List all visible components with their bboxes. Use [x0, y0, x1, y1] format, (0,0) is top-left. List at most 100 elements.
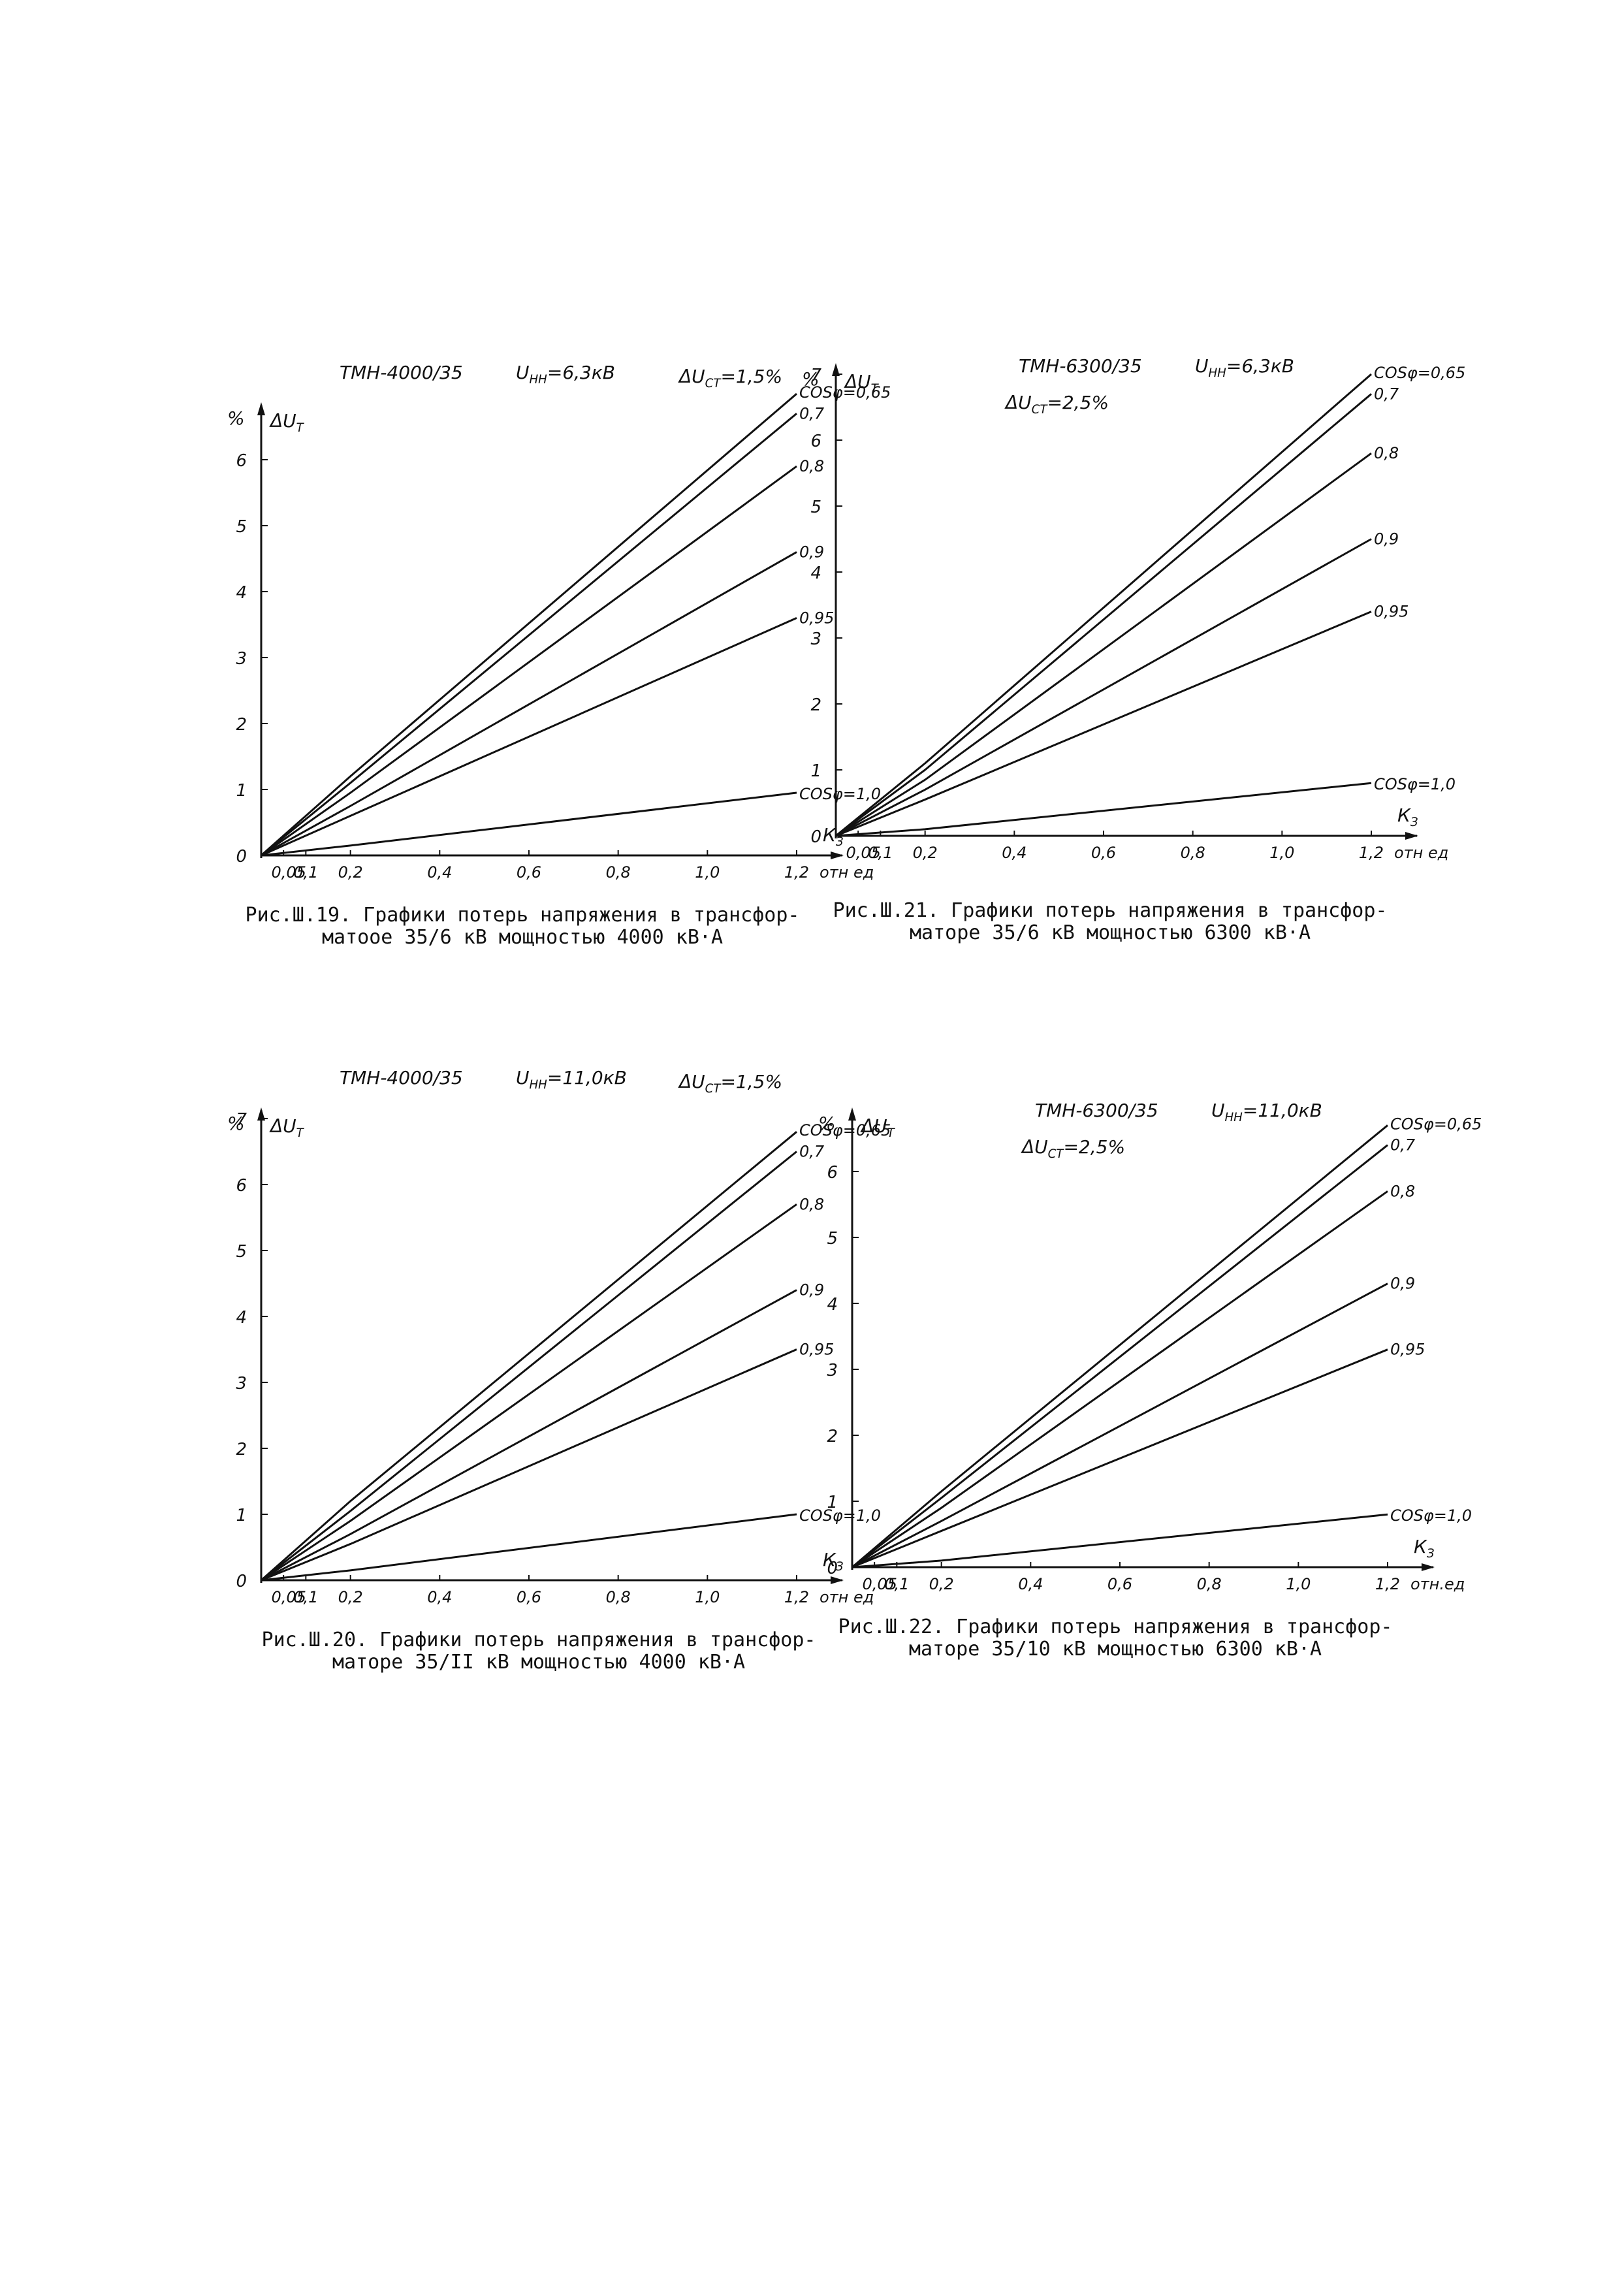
x-unit-label: отн ед [1394, 844, 1448, 862]
u-st-label: ΔUСТ=1,5% [678, 366, 782, 390]
caption-line: Рис.Ш.20. Графики потерь напряжения в тр… [261, 1629, 816, 1651]
y-tick-label: 7 [810, 366, 821, 385]
y-tick-label: 1 [236, 781, 247, 801]
caption-fig-21: Рис.Ш.21. Графики потерь напряжения в тр… [823, 900, 1397, 944]
series-end-label: 0,95 [1390, 1341, 1425, 1359]
y-tick-label: 5 [236, 517, 247, 537]
x-axis-label: КЗ [1414, 1536, 1435, 1561]
x-tick-label: 0,2 [929, 1575, 954, 1593]
caption-line: маторе 35/10 кВ мощностью 6300 кВ·А [908, 1638, 1322, 1661]
series-end-label: COSφ=1,0 [1390, 1506, 1472, 1525]
x-tick-label: 0,2 [338, 1588, 363, 1606]
series-end-label: COSφ=0,65 [1390, 1115, 1482, 1133]
series-end-label: COSφ=0,65 [799, 1121, 891, 1139]
series-line [261, 791, 797, 857]
y-tick-label: 2 [236, 715, 247, 735]
y-tick-label: 4 [236, 583, 247, 603]
chart-title: ТМН-6300/35 [1035, 1100, 1158, 1121]
y-unit-label: % [802, 368, 820, 390]
series-line [261, 392, 797, 857]
caption-fig-19: Рис.Ш.19. Графики потерь напряжения в тр… [235, 904, 810, 949]
y-tick-label: 4 [810, 564, 821, 583]
x-tick-label: 1,2 [784, 1588, 809, 1606]
caption-line: маторе 35/6 кВ мощностью 6300 кВ·А [909, 921, 1311, 944]
x-tick-label: 0,05 [271, 1588, 306, 1606]
x-unit-label: отн.ед [1410, 1575, 1465, 1593]
y-tick-label: 3 [810, 629, 821, 649]
series-line [261, 617, 797, 857]
y-axis-arrow [257, 402, 265, 415]
y-axis-label: ΔUТ [269, 410, 305, 435]
y-tick-label: 5 [827, 1229, 838, 1249]
x-unit-label: отн ед [820, 863, 874, 882]
y-tick-label: 7 [236, 1110, 247, 1130]
y-tick-label: 4 [236, 1308, 247, 1328]
x-tick-label: 1,2 [784, 863, 809, 882]
y-tick-label: 0 [236, 847, 247, 867]
series-end-label: 0,95 [799, 609, 834, 627]
x-tick-label: 0,8 [1181, 844, 1205, 862]
series-end-label: 0,8 [799, 457, 824, 475]
caption-fig-22: Рис.Ш.22. Графики потерь напряжения в тр… [828, 1616, 1403, 1661]
x-tick-label: 0,4 [427, 1588, 452, 1606]
series-line [261, 413, 797, 857]
series-end-label: COSφ=0,65 [1374, 364, 1465, 382]
series-line [852, 1282, 1388, 1568]
x-tick-label: 0,6 [517, 863, 541, 882]
caption-line: матоое 35/6 кВ мощностью 4000 кВ·А [321, 926, 724, 949]
series-line [261, 551, 797, 857]
x-tick-label: 0,05 [862, 1575, 897, 1593]
x-tick-label: 0,8 [606, 1588, 631, 1606]
x-tick-label: 0,1 [293, 863, 318, 882]
x-tick-label: 0,6 [517, 1588, 541, 1606]
series-line [261, 1348, 797, 1582]
x-unit-label: отн ед [820, 1588, 874, 1606]
series-line [835, 373, 1372, 837]
caption-fig-20: Рис.Ш.20. Графики потерь напряжения в тр… [251, 1629, 826, 1674]
x-tick-label: 0,4 [1018, 1575, 1043, 1593]
x-tick-label: 1,2 [1359, 844, 1384, 862]
x-tick-label: 0,6 [1091, 844, 1116, 862]
y-tick-label: 0 [236, 1572, 247, 1591]
y-unit-label: % [818, 1113, 836, 1134]
series-end-label: 0,7 [1374, 385, 1399, 403]
y-tick-label: 6 [236, 1176, 247, 1196]
series-line [852, 1190, 1388, 1568]
series-line [835, 538, 1372, 837]
series-end-label: 0,9 [1374, 530, 1399, 549]
series-line [835, 393, 1372, 837]
x-axis-label: КЗ [1397, 804, 1418, 829]
y-axis-label: ΔUТ [844, 371, 880, 396]
y-tick-label: 6 [827, 1163, 838, 1183]
series-line [261, 465, 797, 857]
series-end-label: 0,7 [799, 404, 825, 422]
series-end-label: 0,9 [799, 543, 824, 561]
series-end-label: COSφ=0,65 [799, 383, 891, 402]
series-line [835, 611, 1372, 837]
series-end-label: COSφ=1,0 [1374, 775, 1456, 793]
u-nn-label: UНН=6,3кВ [516, 362, 615, 387]
series-line [261, 1289, 797, 1582]
y-axis-arrow [257, 1107, 265, 1121]
y-tick-label: 2 [236, 1440, 247, 1459]
series-line [835, 452, 1372, 837]
y-unit-label: % [227, 1113, 245, 1134]
y-tick-label: 5 [810, 498, 821, 517]
y-unit-label: % [227, 407, 245, 429]
chart-title: ТМН-4000/35 [340, 1067, 463, 1089]
x-tick-label: 0,2 [338, 863, 363, 882]
caption-line: маторе 35/II кВ мощностью 4000 кВ·А [332, 1651, 746, 1674]
x-axis-arrow [1405, 832, 1418, 840]
series-end-label: 0,8 [1390, 1182, 1415, 1200]
series-line [261, 1513, 797, 1582]
y-tick-label: 3 [236, 649, 247, 669]
u-nn-label: UНН=11,0кВ [1211, 1100, 1322, 1124]
y-tick-label: 3 [236, 1374, 247, 1393]
caption-line: Рис.Ш.21. Графики потерь напряжения в тр… [833, 899, 1388, 922]
chart-22-svg: 0 1 2 3 4 5 6% ΔUТ 0,050,1 0,2 0,4 0,6 0,8 1,0 1,2 отн.… [818, 1100, 1482, 1593]
y-tick-label: 1 [827, 1493, 838, 1512]
y-tick-label: 1 [236, 1506, 247, 1525]
x-axis-arrow [1422, 1563, 1435, 1571]
y-axis-arrow [848, 1107, 856, 1121]
chart-21-svg: 0 1 2 3 4 5 6 7% ΔUТ 0,050,1 0,2 0,4 0,6 0,8 1,0 1,2 отн… [802, 355, 1465, 862]
